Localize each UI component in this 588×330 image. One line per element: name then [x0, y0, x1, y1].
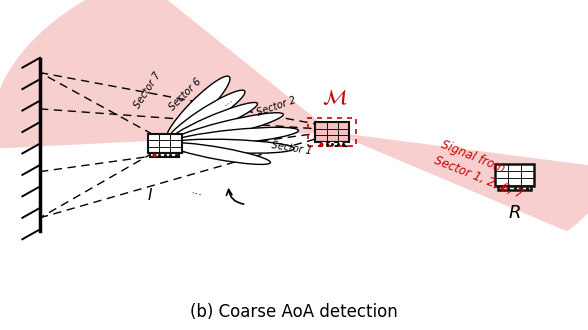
Ellipse shape [169, 102, 258, 142]
Text: ...: ... [189, 183, 205, 199]
Polygon shape [332, 132, 588, 231]
Text: $R$: $R$ [508, 204, 521, 222]
Text: (b) Coarse AoA detection: (b) Coarse AoA detection [190, 303, 398, 321]
Text: $I$: $I$ [147, 187, 153, 203]
Polygon shape [0, 0, 332, 149]
Text: Sector 1: Sector 1 [270, 140, 312, 156]
Bar [495, 164, 534, 185]
Bar [308, 118, 356, 146]
Text: ...: ... [220, 94, 235, 108]
Bar [148, 134, 182, 153]
Ellipse shape [169, 143, 270, 164]
Text: Sector 2: Sector 2 [256, 95, 298, 118]
Text: Signal from
Sector 1, 2, 6, 7: Signal from Sector 1, 2, 6, 7 [432, 138, 531, 202]
Bar [318, 142, 347, 146]
Ellipse shape [171, 139, 294, 153]
Bar [498, 185, 531, 190]
Ellipse shape [168, 90, 245, 141]
Bar [315, 122, 349, 142]
Ellipse shape [166, 76, 230, 141]
Text: Sector 6: Sector 6 [168, 76, 203, 112]
Text: $\mathcal{M}$: $\mathcal{M}$ [322, 88, 348, 108]
Bar [150, 153, 179, 157]
Ellipse shape [170, 113, 283, 143]
Ellipse shape [171, 127, 299, 146]
Text: Sector 7: Sector 7 [133, 70, 163, 110]
